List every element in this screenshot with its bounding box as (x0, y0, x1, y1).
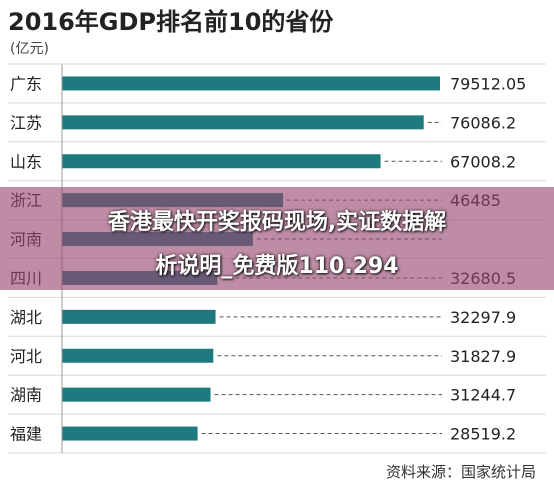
bar-7 (62, 348, 214, 363)
watermark-line-1: 香港最快开奖报码现场,实证数据解 (107, 210, 447, 235)
bar-8 (62, 387, 211, 402)
bar-9 (62, 426, 198, 441)
category-label: 河北 (10, 347, 42, 366)
value-label: 67008.2 (450, 152, 516, 171)
value-label: 32297.9 (450, 308, 516, 327)
value-label: 31244.7 (450, 386, 516, 405)
value-label: 31827.9 (450, 347, 516, 366)
category-label: 湖北 (10, 308, 42, 327)
category-label: 广东 (10, 74, 42, 93)
watermark-line-2: 析说明_免费版110.294 (155, 254, 399, 279)
value-label: 76086.2 (450, 113, 516, 132)
category-label: 江苏 (10, 113, 42, 132)
category-label: 湖南 (10, 386, 42, 405)
value-label: 79512.05 (450, 74, 526, 93)
source-note: 资料来源：国家统计局 (385, 463, 536, 481)
bar-2 (62, 154, 381, 169)
value-label: 28519.2 (450, 425, 516, 444)
bar-1 (62, 115, 424, 130)
chart-title: 2016年GDP排名前10的省份 (8, 8, 334, 36)
bar-0 (62, 76, 440, 91)
bar-6 (62, 309, 216, 324)
category-label: 福建 (10, 425, 42, 444)
watermark-banner (0, 187, 554, 290)
category-label: 山东 (10, 152, 42, 171)
unit-label: (亿元) (10, 41, 49, 57)
